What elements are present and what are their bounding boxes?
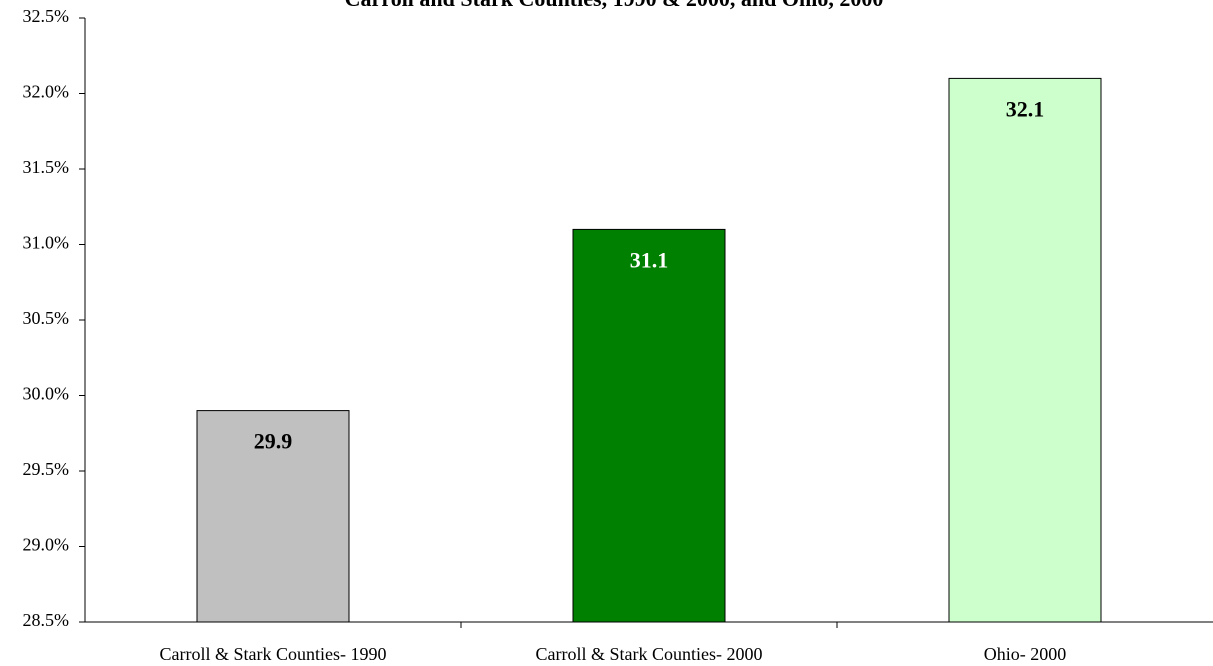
bar: [948, 77, 1102, 623]
y-tick-label: 30.0%: [23, 384, 70, 404]
y-tick-label: 32.0%: [23, 82, 70, 102]
data-labels: 29.9 31.1 32.1: [254, 96, 1045, 453]
data-label: 31.1: [630, 247, 669, 272]
y-tick-label: 28.5%: [23, 610, 70, 630]
y-tick-label: 31.5%: [23, 157, 70, 177]
x-category-label: Carroll & Stark Counties- 1990: [160, 644, 387, 664]
x-category-label: Ohio- 2000: [984, 644, 1067, 664]
data-label: 32.1: [1006, 96, 1045, 121]
y-tick-label: 29.0%: [23, 535, 70, 555]
data-label: 29.9: [254, 429, 293, 454]
chart-title: Carroll and Stark Counties, 1990 & 2000,…: [345, 0, 884, 11]
bar: [572, 228, 726, 623]
y-tick-label: 31.0%: [23, 233, 70, 253]
x-category-label: Carroll & Stark Counties- 2000: [536, 644, 763, 664]
bars: [196, 77, 1102, 623]
x-axis-ticks: Carroll & Stark Counties- 1990 Carroll & …: [160, 622, 1067, 664]
bar: [196, 410, 350, 623]
y-tick-label: 30.5%: [23, 308, 70, 328]
y-tick-label: 32.5%: [23, 6, 70, 26]
y-tick-label: 29.5%: [23, 459, 70, 479]
y-axis-ticks: 28.5% 29.0% 29.5% 30.0% 30.5% 31.0% 31.5% 32.0%…: [23, 6, 85, 630]
